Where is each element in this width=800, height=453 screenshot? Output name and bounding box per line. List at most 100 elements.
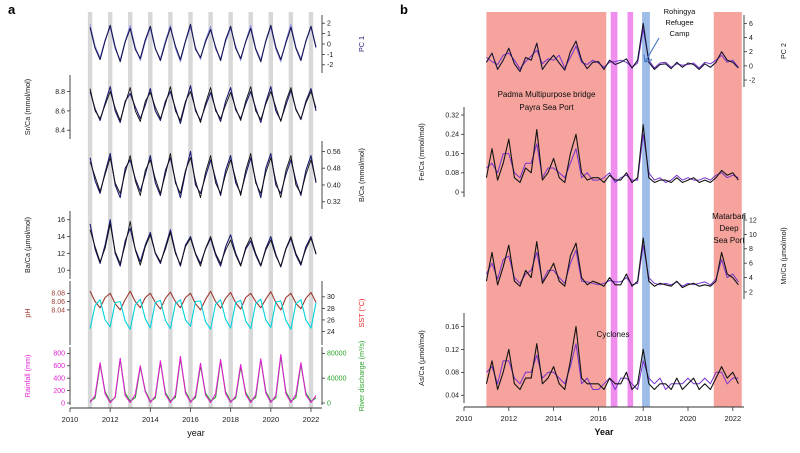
y-tick-label: 8.08 bbox=[51, 291, 65, 298]
region-rohingya-refugee-camp bbox=[642, 12, 650, 407]
y-tick-label: 6 bbox=[749, 21, 753, 28]
y-tick-label: -2 bbox=[749, 77, 755, 84]
annotation-rohingya-refugee-camp: Rohingya Refugee Camp bbox=[637, 6, 722, 39]
series-sst bbox=[89, 298, 317, 330]
x-tick-label: 2014 bbox=[142, 415, 159, 424]
x-tick-label: 2020 bbox=[680, 414, 697, 423]
as-ca-y-label: As/Ca (µmol/mol) bbox=[417, 330, 426, 386]
y-tick-label: 400 bbox=[53, 376, 65, 383]
panel-a: a 2 1 0 -1 -2 PC 1 8.8 8.6 8.4 Sr/Ca (mmol/mol) 0.… bbox=[0, 0, 392, 448]
series-mn-ca bbox=[485, 237, 739, 289]
y-tick-label: 10 bbox=[749, 232, 757, 239]
rohingya-arrow-head bbox=[643, 54, 646, 63]
y-tick-label: 40000 bbox=[327, 376, 347, 383]
x-tick-label: 2016 bbox=[182, 415, 199, 424]
ph-sst-y-label: pH bbox=[23, 308, 32, 317]
x-tick-label: 2010 bbox=[62, 415, 79, 424]
y-tick-label: 0.16 bbox=[445, 151, 459, 158]
y-tick-label: 14 bbox=[57, 234, 65, 241]
annotation-line: Padma Multipurpose bridge bbox=[497, 90, 596, 99]
b-ca-y-label: B/Ca (mmol/mol) bbox=[357, 148, 366, 202]
region-cyclone-2 bbox=[627, 12, 634, 407]
y-tick-label: 28 bbox=[327, 306, 335, 313]
annotation-line: Refugee bbox=[665, 18, 694, 27]
y-tick-label: 0 bbox=[327, 41, 331, 48]
x-tick-label: 2014 bbox=[545, 414, 562, 423]
y-tick-label: 2 bbox=[749, 49, 753, 56]
region-matarbari-development bbox=[713, 12, 742, 407]
y-tick-label: 200 bbox=[53, 388, 65, 395]
y-tick-label: 0.16 bbox=[445, 324, 459, 331]
y-tick-label: 6 bbox=[749, 261, 753, 268]
pc2-y-label: PC 2 bbox=[779, 43, 788, 59]
x-tick-label: 2012 bbox=[500, 414, 517, 423]
y-tick-label: 0.48 bbox=[327, 166, 341, 173]
series-ba-ca-second bbox=[89, 220, 317, 267]
y-tick-label: 0.04 bbox=[445, 393, 459, 400]
y-tick-label: 24 bbox=[327, 329, 335, 336]
seasonal-band bbox=[107, 12, 113, 408]
y-tick-label: 8.04 bbox=[51, 307, 65, 314]
seasonal-band bbox=[268, 12, 274, 408]
region-padma-payra-development bbox=[486, 12, 607, 407]
seasonal-band bbox=[87, 12, 93, 408]
x-tick-label: 2020 bbox=[262, 415, 279, 424]
series-b-ca-second bbox=[89, 153, 317, 199]
y-tick-label: 0 bbox=[455, 190, 459, 197]
rohingya-arrow bbox=[644, 37, 660, 63]
seasonal-band bbox=[288, 12, 294, 408]
y-tick-label: 0.32 bbox=[445, 112, 459, 119]
series-ba-ca-coral bbox=[89, 219, 317, 268]
annotation-matarbari-deep-sea-port: Matarbari Deep Sea Port bbox=[695, 211, 763, 247]
x-tick-label: 2018 bbox=[635, 414, 652, 423]
ba-ca-y-label: Ba/Ca (µmol/mol) bbox=[23, 217, 32, 273]
series-pc1 bbox=[89, 23, 317, 63]
y-tick-label: 8.4 bbox=[55, 128, 65, 135]
y-tick-label: 0.24 bbox=[445, 132, 459, 139]
y-tick-label: 8 bbox=[749, 246, 753, 253]
y-tick-label: 600 bbox=[53, 363, 65, 370]
annotation-line: Sea Port bbox=[713, 236, 745, 245]
y-tick-label: 10 bbox=[57, 268, 65, 275]
series-fe-ca bbox=[485, 124, 739, 184]
panel-a-svg: 210-1-2PC 18.88.68.4Sr/Ca (mmol/mol)0.56… bbox=[23, 12, 366, 438]
seasonal-band bbox=[188, 12, 193, 408]
y-tick-label: 1 bbox=[327, 31, 331, 38]
rohingya-arrow-head bbox=[644, 58, 653, 63]
series-ph bbox=[89, 290, 317, 311]
annotation-padma-payra: Padma Multipurpose bridge Payra Sea Port bbox=[464, 88, 629, 114]
y-tick-label: -1 bbox=[327, 52, 333, 59]
series-sr-ca-second bbox=[89, 86, 317, 123]
region-cyclone-1 bbox=[610, 12, 618, 407]
annotation-cyclones: Cyclones bbox=[578, 329, 648, 340]
annotation-line: Matarbari bbox=[712, 212, 746, 221]
x-tick-label: 2016 bbox=[590, 414, 607, 423]
y-tick-label: 0 bbox=[327, 400, 331, 407]
panel-b-svg: 6 4 2 0 -2 PC 2 0.32 0.24 0.16 0.08 0 Fe/Ca (mmol/m… bbox=[417, 12, 788, 437]
y-tick-label: 2 bbox=[327, 21, 331, 28]
y-tick-label: 26 bbox=[327, 317, 335, 324]
ph-sst-y-label: SST (°C) bbox=[357, 299, 366, 328]
y-tick-label: 8.06 bbox=[51, 299, 65, 306]
y-tick-label: 0.32 bbox=[327, 199, 341, 206]
y-tick-label: 0.12 bbox=[445, 347, 459, 354]
x-tick-label: 2010 bbox=[456, 414, 473, 423]
seasonal-band bbox=[248, 12, 253, 408]
seasonal-band bbox=[228, 12, 233, 408]
series-pc2 bbox=[485, 22, 739, 73]
annotation-line: Rohingya bbox=[663, 7, 696, 16]
y-tick-label: 800 bbox=[53, 351, 65, 358]
rain-discharge-y-label: River discharge (m³/s) bbox=[357, 341, 366, 412]
y-tick-label: 0.40 bbox=[327, 182, 341, 189]
y-tick-label: 0 bbox=[749, 63, 753, 70]
y-tick-label: 12 bbox=[749, 217, 757, 224]
series-rainfall bbox=[89, 354, 317, 404]
seasonal-band bbox=[148, 12, 153, 408]
y-tick-label: 0.56 bbox=[327, 149, 341, 156]
rain-discharge-y-label: Rainfall (mm) bbox=[23, 355, 32, 398]
fe-ca-y-label: Fe/Ca (mmol/mol) bbox=[417, 123, 426, 181]
y-tick-label: 16 bbox=[57, 217, 65, 224]
y-tick-label: 0 bbox=[61, 400, 65, 407]
y-tick-label: 80000 bbox=[327, 351, 347, 358]
seasonal-band bbox=[168, 12, 173, 408]
